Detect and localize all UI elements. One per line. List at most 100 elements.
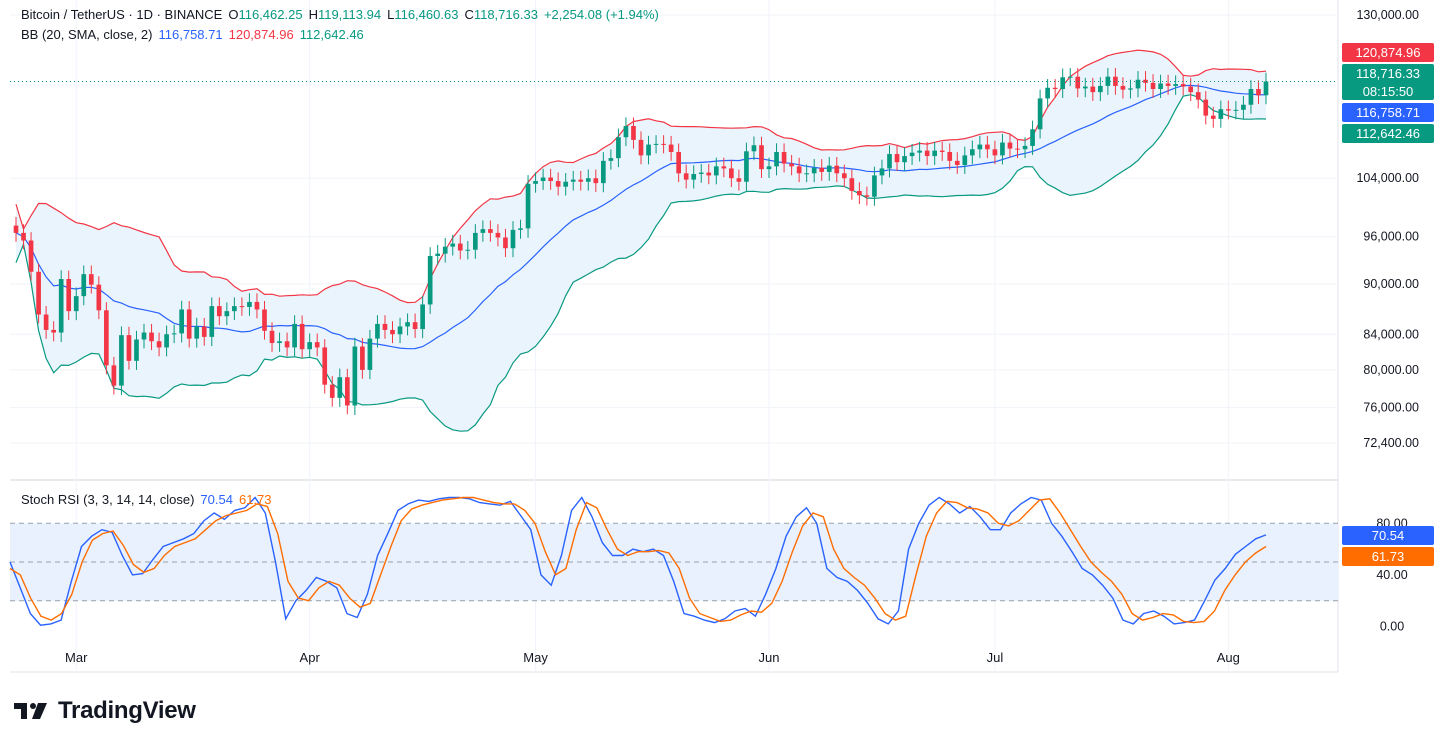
candle-body bbox=[796, 166, 802, 174]
open-value: 116,462.25 bbox=[238, 7, 303, 22]
candle-body bbox=[646, 144, 651, 156]
candle-body bbox=[141, 332, 147, 340]
candle-body bbox=[171, 333, 177, 335]
candle-body bbox=[322, 347, 328, 385]
candle-body bbox=[352, 346, 358, 406]
candle-body bbox=[397, 326, 403, 335]
stoch-k-badge: 70.54 bbox=[1342, 526, 1434, 545]
candle-body bbox=[879, 168, 885, 176]
candle-body bbox=[676, 151, 681, 174]
candle-body bbox=[1173, 84, 1178, 86]
candle-body bbox=[729, 168, 734, 179]
candle-body bbox=[292, 323, 297, 348]
stoch-k-value: 70.54 bbox=[200, 492, 233, 507]
tradingview-icon bbox=[14, 703, 47, 719]
bb-label[interactable]: BB (20, SMA, close, 2) bbox=[21, 27, 153, 42]
candle-body bbox=[849, 178, 855, 191]
candle-body bbox=[819, 167, 825, 172]
candle-body bbox=[924, 150, 930, 157]
bb-upper-value: 120,874.96 bbox=[228, 27, 294, 42]
candle-body bbox=[683, 173, 689, 180]
candle-body bbox=[1263, 81, 1269, 96]
candle-body bbox=[36, 271, 41, 315]
candle-body bbox=[21, 232, 26, 241]
candle-body bbox=[382, 323, 388, 330]
stoch-label[interactable]: Stoch RSI (3, 3, 14, 14, close) bbox=[21, 492, 195, 507]
candle-body bbox=[164, 334, 169, 348]
candle-body bbox=[721, 166, 727, 169]
candle-body bbox=[969, 149, 975, 156]
tradingview-logo[interactable]: TradingView bbox=[14, 697, 196, 725]
candle-body bbox=[435, 253, 441, 256]
candle-body bbox=[277, 341, 282, 344]
candle-body bbox=[1037, 98, 1043, 130]
candle-body bbox=[992, 149, 998, 156]
candle-body bbox=[390, 329, 395, 335]
basis-badge: 116,758.71 bbox=[1342, 103, 1434, 122]
candle-body bbox=[1233, 109, 1239, 111]
candle-body bbox=[473, 232, 478, 250]
price-tick-label: 80,000.00 bbox=[1363, 363, 1419, 377]
candle-body bbox=[593, 178, 599, 184]
candle-body bbox=[1090, 86, 1096, 93]
candle-body bbox=[623, 126, 629, 138]
candle-body bbox=[96, 284, 102, 311]
candle-body bbox=[608, 158, 614, 161]
candle-body bbox=[269, 330, 275, 344]
low-label: L bbox=[387, 7, 395, 22]
candle-body bbox=[73, 296, 79, 312]
price-tick-label: 130,000.00 bbox=[1356, 8, 1419, 22]
candle-body bbox=[232, 306, 237, 312]
candle-body bbox=[698, 172, 704, 175]
candle-body bbox=[360, 346, 365, 370]
candle-body bbox=[857, 190, 862, 196]
candle-body bbox=[917, 150, 922, 153]
candle-body bbox=[1120, 85, 1126, 90]
candle-body bbox=[653, 143, 659, 145]
last-price: 118,716.33 bbox=[1355, 66, 1421, 81]
candle-body bbox=[81, 274, 87, 297]
candle-body bbox=[766, 166, 772, 170]
candle-body bbox=[1075, 76, 1081, 89]
candle-body bbox=[186, 309, 192, 339]
high-label: H bbox=[308, 7, 318, 22]
candle-body bbox=[736, 178, 742, 182]
time-axis[interactable]: Mar Apr May Jun Jul Aug bbox=[65, 650, 1240, 665]
candle-body bbox=[337, 377, 343, 398]
candle-body bbox=[585, 178, 591, 182]
candle-body bbox=[1000, 142, 1005, 156]
candle-body bbox=[51, 329, 56, 333]
candle-body bbox=[804, 173, 809, 175]
candle-body bbox=[826, 165, 832, 172]
time-tick-label: Mar bbox=[65, 650, 88, 665]
candle-body bbox=[510, 229, 516, 249]
stoch-d-badge: 61.73 bbox=[1342, 547, 1434, 566]
candle-body bbox=[638, 139, 644, 156]
candle-body bbox=[375, 323, 380, 339]
candle-body bbox=[954, 160, 960, 165]
close-value: 118,716.33 bbox=[473, 7, 538, 22]
candle-body bbox=[66, 278, 72, 312]
lower-band-badge: 112,642.46 bbox=[1342, 124, 1434, 143]
candle-body bbox=[713, 166, 719, 176]
symbol-title[interactable]: Bitcoin / TetherUS · 1D · BINANCE bbox=[21, 7, 223, 22]
stoch-d-value: 61.73 bbox=[238, 492, 272, 507]
candle-body bbox=[525, 183, 531, 229]
candle-body bbox=[329, 384, 335, 398]
candle-body bbox=[194, 326, 200, 339]
price-axis[interactable]: 130,000.00 104,000.00 96,000.00 90,000.00 84… bbox=[1356, 8, 1419, 633]
candle-body bbox=[1082, 86, 1088, 89]
candle-body bbox=[480, 229, 486, 233]
time-tick-label: Apr bbox=[300, 650, 321, 665]
candle-body bbox=[1248, 89, 1254, 105]
candle-body bbox=[299, 323, 305, 350]
candle-countdown: 08:15:50 bbox=[1362, 84, 1414, 99]
candle-body bbox=[119, 335, 124, 386]
candle-body bbox=[578, 179, 584, 182]
candle-body bbox=[224, 311, 230, 317]
price-tick-label: 84,000.00 bbox=[1363, 327, 1419, 341]
candle-body bbox=[1045, 87, 1050, 99]
candle-body bbox=[1143, 79, 1148, 83]
bb-lower-value: 112,642.46 bbox=[299, 27, 364, 42]
